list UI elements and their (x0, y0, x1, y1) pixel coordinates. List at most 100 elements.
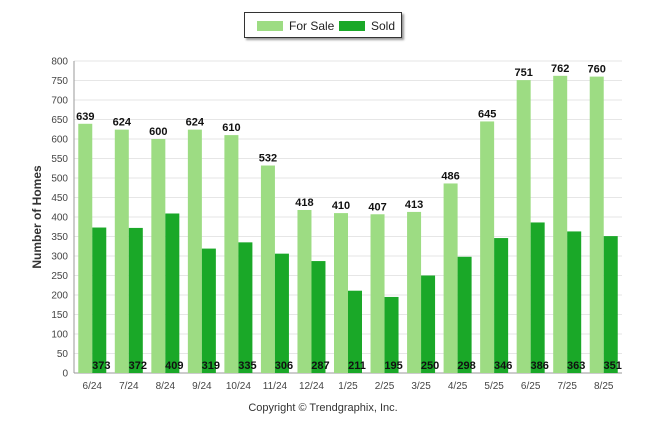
bar-for-sale (516, 80, 531, 374)
y-tick-label: 600 (51, 135, 68, 146)
data-label-for-sale: 486 (441, 170, 459, 182)
data-label-sold: 250 (421, 360, 439, 372)
x-tick-label: 5/25 (484, 381, 504, 392)
y-tick-label: 700 (51, 96, 68, 107)
data-label-sold: 372 (129, 360, 147, 372)
data-label-sold: 298 (457, 360, 475, 372)
bar-for-sale (553, 75, 568, 373)
x-tick-label: 8/24 (156, 381, 176, 392)
bar-sold (201, 248, 216, 373)
data-label-for-sale: 639 (76, 111, 94, 123)
data-label-sold: 373 (92, 360, 110, 372)
data-label-for-sale: 762 (551, 63, 569, 75)
data-label-for-sale: 418 (295, 197, 313, 209)
y-tick-label: 550 (51, 154, 68, 165)
x-tick-label: 3/25 (411, 381, 431, 392)
bar-sold (530, 222, 545, 373)
bar-sold (494, 238, 509, 373)
data-label-for-sale: 532 (259, 153, 277, 165)
data-label-sold: 306 (275, 360, 293, 372)
bar-for-sale (589, 76, 604, 373)
bar-for-sale (480, 121, 495, 373)
bar-sold (348, 290, 362, 373)
legend-swatch-for-sale (257, 21, 283, 31)
legend-item-for-sale: For Sale (257, 19, 334, 33)
y-tick-label: 50 (57, 349, 69, 360)
y-tick-label: 750 (51, 76, 68, 87)
data-label-sold: 211 (348, 360, 366, 372)
data-label-sold: 287 (311, 360, 329, 372)
y-tick-label: 350 (51, 232, 68, 243)
bar-for-sale (407, 211, 422, 373)
data-label-for-sale: 751 (514, 67, 532, 79)
y-tick-label: 150 (51, 310, 68, 321)
legend-swatch-sold (339, 21, 365, 31)
data-label-for-sale: 645 (478, 108, 496, 120)
bar-for-sale (114, 129, 129, 373)
y-tick-label: 400 (51, 213, 68, 224)
y-tick-label: 800 (51, 57, 68, 68)
bar-for-sale (224, 135, 239, 373)
bar-for-sale (370, 214, 385, 373)
x-tick-label: 7/24 (119, 381, 139, 392)
bar-for-sale (78, 123, 93, 373)
bar-sold (165, 213, 180, 373)
y-tick-label: 100 (51, 330, 68, 341)
data-label-for-sale: 600 (149, 126, 167, 138)
bar-sold (457, 256, 472, 373)
bar-sold (603, 236, 618, 373)
x-tick-label: 1/25 (338, 381, 358, 392)
x-tick-label: 6/25 (521, 381, 541, 392)
legend-item-sold: Sold (339, 19, 395, 33)
data-label-sold: 195 (384, 360, 402, 372)
data-label-sold: 386 (530, 360, 548, 372)
bar-sold (92, 227, 107, 373)
bar-for-sale (443, 183, 458, 373)
data-label-sold: 335 (238, 360, 256, 372)
y-tick-label: 200 (51, 291, 68, 302)
chart-legend: For Sale Sold (244, 12, 402, 38)
x-tick-label: 7/25 (557, 381, 577, 392)
x-tick-label: 2/25 (375, 381, 395, 392)
y-tick-label: 250 (51, 271, 68, 282)
bar-for-sale (334, 213, 348, 373)
bar-for-sale (187, 129, 202, 373)
x-tick-label: 6/24 (83, 381, 103, 392)
legend-label-sold: Sold (371, 19, 396, 33)
x-tick-label: 9/24 (192, 381, 212, 392)
bar-for-sale (260, 165, 275, 373)
bar-sold (238, 242, 253, 373)
data-label-for-sale: 407 (368, 201, 386, 213)
data-label-sold: 346 (494, 360, 512, 372)
data-label-sold: 319 (202, 360, 220, 372)
x-tick-label: 4/25 (448, 381, 468, 392)
data-label-for-sale: 413 (405, 199, 423, 211)
bar-sold (274, 253, 289, 373)
y-tick-label: 500 (51, 174, 68, 185)
y-tick-label: 450 (51, 193, 68, 204)
x-tick-label: 8/25 (594, 381, 614, 392)
y-axis-title: Number of Homes (30, 165, 44, 269)
legend-label-for-sale: For Sale (289, 19, 335, 33)
x-tick-label: 10/24 (226, 381, 251, 392)
data-label-for-sale: 610 (222, 122, 240, 134)
copyright-text: Copyright © Trendgraphix, Inc. (248, 402, 398, 414)
bar-for-sale (151, 139, 166, 373)
y-tick-label: 0 (62, 369, 68, 380)
data-label-sold: 351 (604, 360, 622, 372)
y-tick-label: 650 (51, 115, 68, 126)
data-label-sold: 409 (165, 360, 183, 372)
data-label-for-sale: 624 (113, 117, 132, 129)
bar-sold (384, 296, 399, 373)
bar-sold (421, 275, 436, 373)
data-label-for-sale: 760 (588, 64, 606, 76)
data-label-sold: 363 (567, 360, 585, 372)
y-tick-label: 300 (51, 252, 68, 263)
bar-for-sale (297, 209, 312, 373)
x-tick-label: 11/24 (263, 381, 288, 392)
x-tick-label: 12/24 (299, 381, 324, 392)
bar-sold (128, 227, 143, 373)
bar-sold (567, 231, 582, 373)
data-label-for-sale: 624 (186, 117, 205, 129)
